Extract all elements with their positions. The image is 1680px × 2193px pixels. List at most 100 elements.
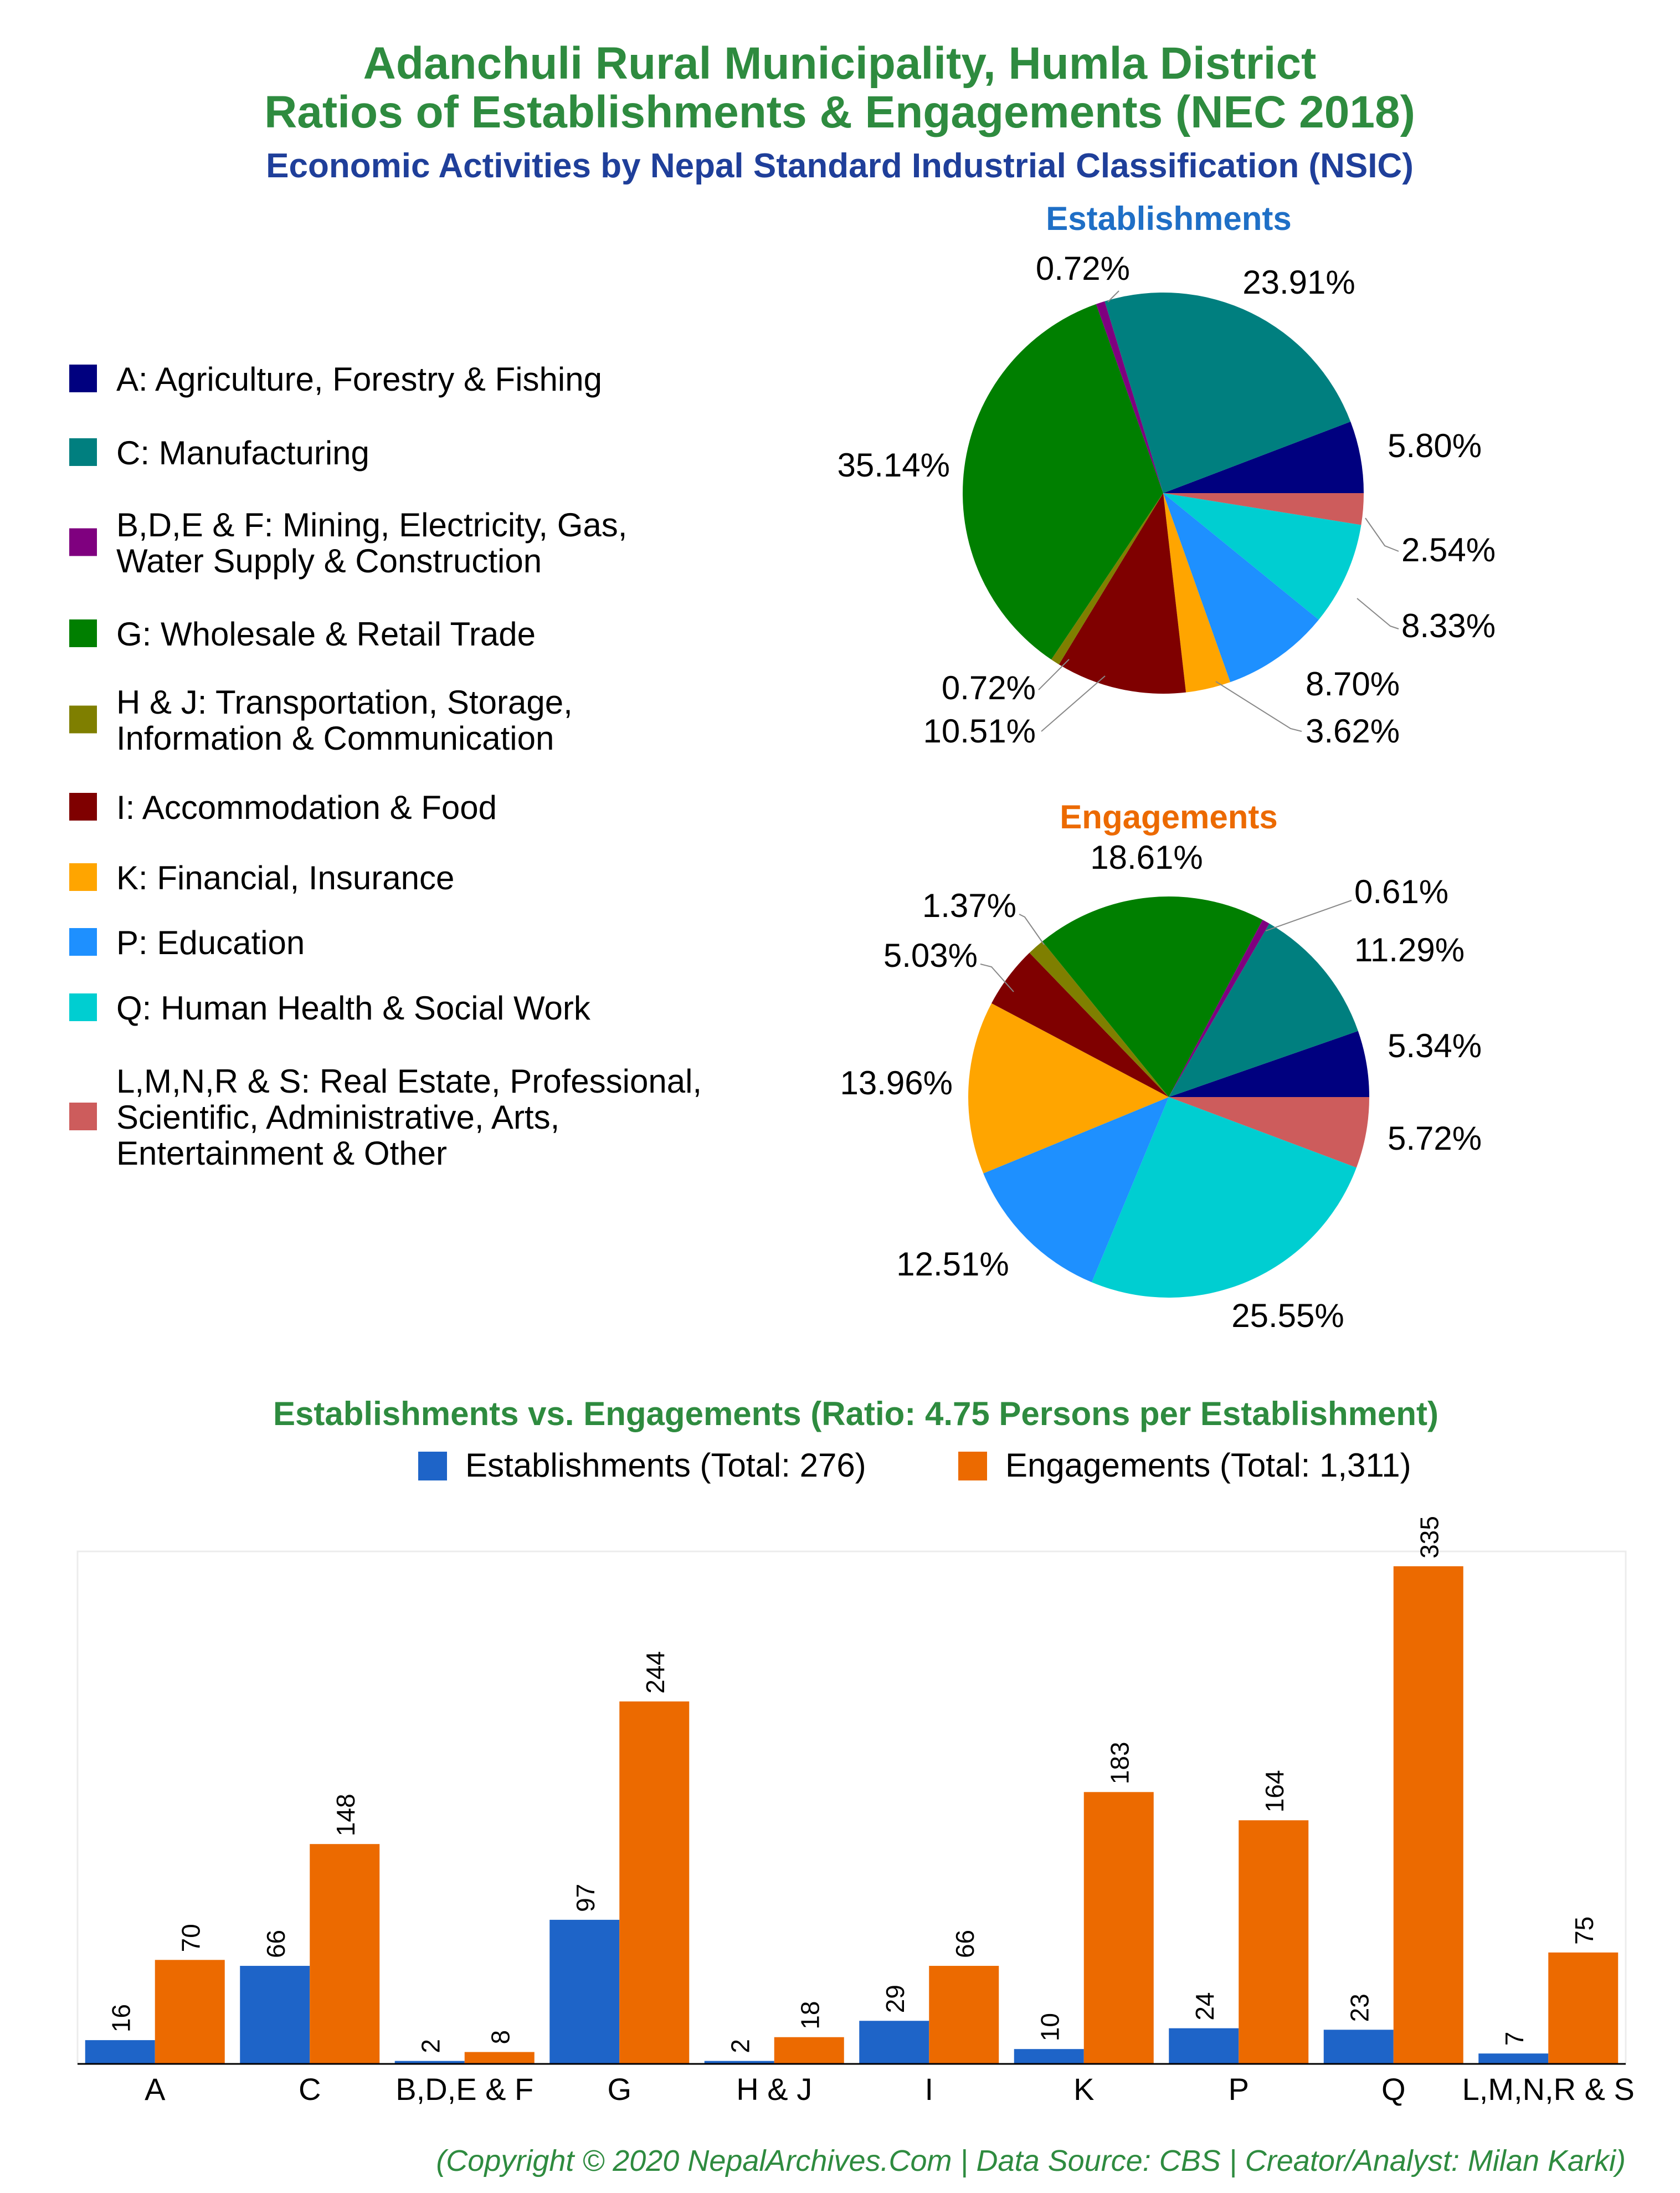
bar-establishments <box>1478 2053 1549 2064</box>
pie-leader-line <box>1038 659 1070 690</box>
bar-engagements <box>1393 1566 1463 2064</box>
bar-engagements <box>774 2037 844 2064</box>
legend-swatch <box>69 438 97 466</box>
pie-slice <box>991 952 1169 1097</box>
legend-label: P: Education <box>116 924 305 961</box>
pie-slice <box>1163 493 1364 525</box>
pie-slice-label: 11.29% <box>1354 931 1465 969</box>
bar-value-label: 16 <box>107 2004 136 2032</box>
bar-value-label: 335 <box>1415 1516 1444 1559</box>
pie-leader-line <box>1107 290 1119 303</box>
legend-label: L,M,N,R & S: Real Estate, Professional, <box>116 1063 702 1100</box>
bar-engagements <box>619 1701 690 2064</box>
bar-engagements <box>1239 1820 1309 2064</box>
bar-value-label: 66 <box>951 1930 979 1958</box>
legend-label: K: Financial, Insurance <box>116 859 454 896</box>
pie-title-engagements: Engagements <box>1060 798 1277 836</box>
pie-slice <box>1104 293 1351 493</box>
pie-slice-label: 23.91% <box>1242 264 1355 301</box>
pie-slice-label: 13.96% <box>840 1064 953 1101</box>
bar-value-label: 164 <box>1260 1770 1289 1813</box>
bar-value-label: 70 <box>177 1924 205 1952</box>
pie-slice-label: 0.72% <box>942 669 1036 706</box>
pie-chart-engagements: Engagements 5.34% 5.72% 25.55% 12.51% 13.96%… <box>840 798 1482 1334</box>
pie-slice-label: 8.33% <box>1401 607 1496 644</box>
legend-swatch-establishments <box>418 1452 447 1480</box>
bar-engagements <box>1083 1792 1154 2064</box>
legend-swatch <box>69 1103 97 1130</box>
pie-slice <box>983 1097 1169 1283</box>
pie-slice-label: 35.14% <box>838 447 951 484</box>
pie-slice-label: 8.70% <box>1306 665 1400 703</box>
bar-value-label: 24 <box>1190 1992 1219 2020</box>
pie-slices <box>968 896 1370 1298</box>
legend-label: B,D,E & F: Mining, Electricity, Gas, <box>116 506 627 544</box>
bar-value-label: 8 <box>486 2030 515 2045</box>
bar-value-label: 244 <box>641 1651 670 1694</box>
bar-establishments <box>85 2040 155 2064</box>
pie-slice-label: 12.51% <box>896 1246 1009 1283</box>
header: Adanchuli Rural Municipality, Humla Dist… <box>264 38 1415 185</box>
pie-slice-label: 18.61% <box>1090 839 1203 876</box>
legend-label: Scientific, Administrative, Arts, <box>116 1099 559 1136</box>
x-tick-label: A <box>145 2072 166 2107</box>
bar-value-label: 66 <box>261 1930 290 1958</box>
pie-slice <box>1051 493 1163 665</box>
pie-slice <box>1059 493 1186 694</box>
subtitle: Economic Activities by Nepal Standard In… <box>266 147 1414 185</box>
legend-swatch <box>69 793 97 821</box>
bar-value-label: 2 <box>417 2039 445 2053</box>
bar-establishments <box>1014 2049 1084 2064</box>
bar-value-label: 183 <box>1106 1742 1134 1785</box>
bar-engagements <box>1548 1952 1619 2064</box>
bar-value-label: 10 <box>1036 2013 1065 2041</box>
pie-leader-line <box>1215 681 1302 732</box>
pie-labels: 5.34% 5.72% 25.55% 12.51% 13.96% 5.03% 1.37% 18… <box>840 839 1482 1334</box>
bar-establishments <box>859 2021 929 2064</box>
footer-credit: (Copyright © 2020 NepalArchives.Com | Da… <box>436 2144 1626 2177</box>
bar-value-label: 18 <box>796 2001 825 2030</box>
pie-slice <box>1091 1097 1357 1298</box>
pie-slice-label: 5.34% <box>1388 1027 1482 1064</box>
x-tick-label: K <box>1073 2072 1094 2107</box>
pie-leader-line <box>1019 914 1045 945</box>
pie-slice-label: 5.80% <box>1388 427 1482 464</box>
pie-slice-label: 5.72% <box>1388 1120 1482 1157</box>
legend-swatch <box>69 863 97 891</box>
bar-establishments <box>1169 2028 1239 2064</box>
bar-value-label: 7 <box>1500 2032 1529 2046</box>
bar-value-label: 75 <box>1570 1917 1599 1945</box>
pie-slice <box>1163 493 1319 683</box>
pie-labels: 5.80% 2.54% 8.33%8.70% 3.62% 10.51% 0.72% 35.1… <box>838 250 1496 750</box>
pie-slice <box>968 1003 1169 1174</box>
bar-value-label: 97 <box>571 1884 600 1912</box>
pie-slice-label: 10.51% <box>923 713 1036 750</box>
pie-slice <box>1163 493 1231 693</box>
legend-label-engagements: Engagements (Total: 1,311) <box>1005 1447 1411 1484</box>
pie-slice <box>1163 493 1362 620</box>
pie-leader-line <box>1041 675 1106 732</box>
pie-title-establishments: Establishments <box>1046 200 1291 237</box>
legend-swatch <box>69 619 97 647</box>
pie-slice-label: 1.37% <box>922 887 1016 924</box>
bar-chart-title: Establishments vs. Engagements (Ratio: 4… <box>273 1395 1438 1432</box>
x-tick-label: C <box>299 2072 321 2107</box>
x-tick-label: I <box>924 2072 933 2107</box>
x-tick-label: H & J <box>736 2072 812 2107</box>
x-tick-label: P <box>1229 2072 1249 2107</box>
legend-label: Q: Human Health & Social Work <box>116 990 591 1027</box>
title-line-2: Ratios of Establishments & Engagements (… <box>264 87 1415 137</box>
legend-label: Information & Communication <box>116 720 554 757</box>
bar-value-label: 148 <box>331 1794 360 1836</box>
bar-engagements <box>929 1966 999 2064</box>
legend-swatch <box>69 993 97 1021</box>
bars: 16 70 A 66 148 C 2 8 B,D,E & F 97 244 G 2 18 H & J 29 66… <box>85 1516 1635 2107</box>
legend-swatch <box>69 365 97 392</box>
x-tick-label: B,D,E & F <box>395 2072 533 2107</box>
bar-engagements <box>464 2052 535 2064</box>
pie-slice <box>1169 920 1270 1097</box>
pie-slices <box>963 293 1364 694</box>
legend-swatch-engagements <box>958 1452 987 1480</box>
bar-value-label: 23 <box>1345 1994 1374 2022</box>
